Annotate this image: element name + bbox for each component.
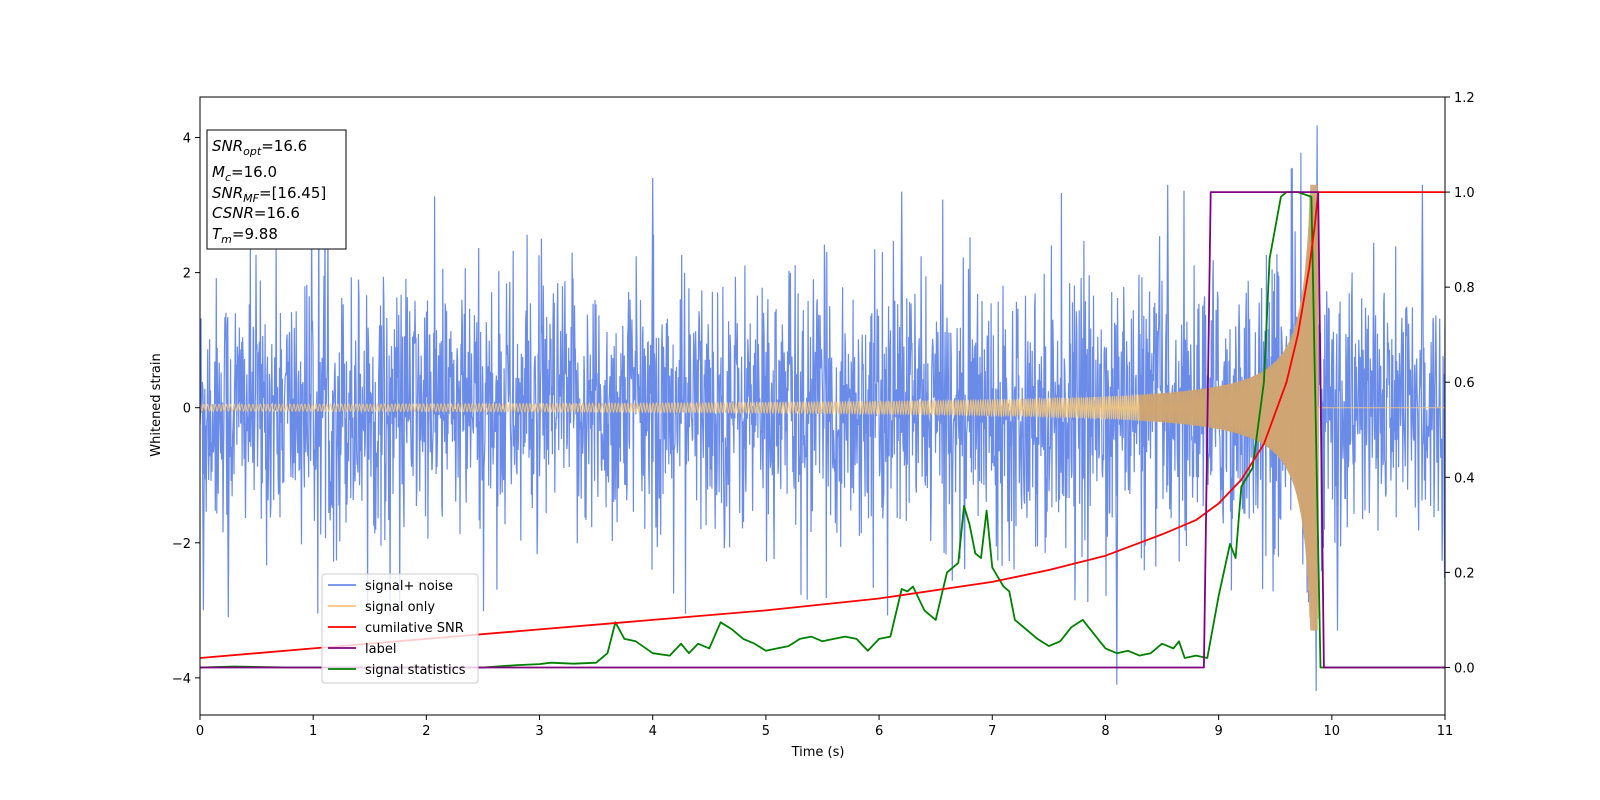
legend-label: signal only (365, 600, 435, 615)
info-line: CSNR=16.6 (212, 204, 300, 222)
y-right-tick-label: 0.0 (1454, 661, 1475, 676)
info-subscript: m (221, 233, 232, 246)
x-tick-label: 7 (988, 724, 996, 739)
x-tick-label: 4 (649, 724, 657, 739)
y-right-tick-label: 0.8 (1454, 281, 1475, 296)
series-signal-noise (200, 125, 1445, 692)
info-subscript: opt (243, 145, 262, 158)
y-right-tick-label: 0.4 (1454, 471, 1475, 486)
legend: signal+ noise signal only cumilative SNR la… (321, 573, 479, 684)
info-base: SNR (212, 184, 243, 202)
y-right-tick-label: 1.0 (1454, 186, 1475, 201)
y-axis-label: Whitened strain (149, 353, 164, 456)
info-box-frame (206, 129, 347, 250)
info-value: =[16.45] (259, 184, 326, 202)
y-right-tick-label: 1.2 (1454, 91, 1475, 106)
x-tick-label: 11 (1437, 724, 1454, 739)
x-tick-label: 10 (1324, 724, 1341, 739)
y-left-tick-label: 0 (183, 402, 191, 417)
legend-frame (321, 573, 479, 684)
x-tick-label: 3 (535, 724, 543, 739)
y-right-tick-label: 0.6 (1454, 376, 1475, 391)
x-tick-label: 5 (762, 724, 770, 739)
x-tick-label: 9 (1214, 724, 1222, 739)
info-value: =16.6 (261, 137, 307, 155)
series-group (200, 125, 1445, 692)
y-left-tick-label: −4 (172, 672, 191, 687)
legend-label: cumilative SNR (365, 621, 464, 636)
x-tick-label: 2 (422, 724, 430, 739)
x-tick-label: 1 (309, 724, 317, 739)
axes: 0 1 2 3 4 5 6 7 8 9 10 11 4 2 0 −2 −4 0.0 0.2 0.4 0.6 0.8 1.0 1… (172, 91, 1475, 739)
legend-label: label (365, 642, 396, 657)
info-value: =16.6 (254, 204, 300, 222)
y-left-tick-label: −2 (172, 537, 191, 552)
info-subscript: c (225, 171, 231, 184)
info-subscript: MF (243, 192, 259, 205)
x-tick-label: 0 (196, 724, 204, 739)
info-value: =16.0 (231, 163, 277, 181)
legend-label: signal+ noise (365, 579, 453, 594)
legend-label: signal statistics (365, 663, 466, 678)
signal-only-envelope (1139, 184, 1318, 631)
info-base: SNR (212, 137, 243, 155)
y-left-tick-label: 2 (183, 267, 191, 282)
x-axis-label: Time (s) (791, 745, 845, 760)
axes-frame (199, 96, 1446, 716)
series-label (200, 191, 1445, 669)
info-line: SNRopt=16.6 (212, 137, 307, 158)
info-value: =9.88 (232, 225, 278, 243)
info-base: M (212, 163, 225, 181)
info-line: SNRMF=[16.45] (212, 184, 326, 205)
x-tick-label: 6 (875, 724, 883, 739)
y-right-tick-label: 0.2 (1454, 566, 1475, 581)
info-line: Tm=9.88 (212, 225, 278, 246)
x-tick-label: 8 (1101, 724, 1109, 739)
plot-area (200, 125, 1445, 692)
info-base: T (212, 225, 223, 243)
y-left-tick-label: 4 (183, 132, 191, 147)
info-base: CSNR (212, 204, 254, 222)
info-line: Mc=16.0 (212, 163, 277, 184)
series-cumulative-snr (200, 191, 1445, 659)
info-box: SNRopt=16.6Mc=16.0SNRMF=[16.45]CSNR=16.6… (206, 129, 347, 250)
